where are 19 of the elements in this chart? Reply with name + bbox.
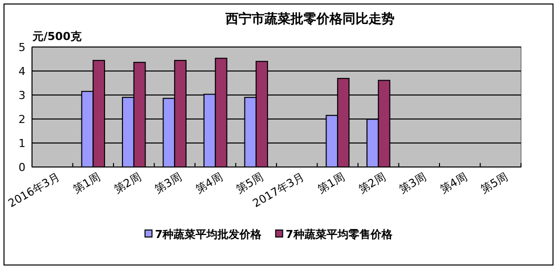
legend-label: 7种蔬菜平均批发价格	[155, 228, 263, 241]
legend-label: 7种蔬菜平均零售价格	[286, 228, 394, 241]
chart-title: 西宁市蔬菜批零价格同比走势	[224, 11, 394, 27]
x-tick-label: 第2周	[356, 170, 388, 196]
y-tick-label: 2	[18, 113, 26, 126]
y-tick-label: 5	[18, 41, 26, 54]
x-tick-label: 第5周	[478, 170, 510, 196]
y-tick-label: 0	[18, 161, 26, 174]
x-tick-label: 第4周	[193, 170, 225, 196]
x-tick-label: 第1周	[316, 170, 348, 196]
x-tick-label: 第4周	[438, 170, 470, 196]
x-tick-label: 第3周	[152, 170, 184, 196]
y-axis-title: 元/500克	[32, 30, 82, 43]
x-tick-label: 第2周	[112, 170, 144, 196]
y-tick-label: 3	[18, 89, 26, 102]
x-tick-label: 第1周	[71, 170, 103, 196]
y-tick-label: 4	[18, 65, 26, 78]
y-tick-label: 1	[18, 137, 26, 150]
x-tick-label: 第3周	[397, 170, 429, 196]
